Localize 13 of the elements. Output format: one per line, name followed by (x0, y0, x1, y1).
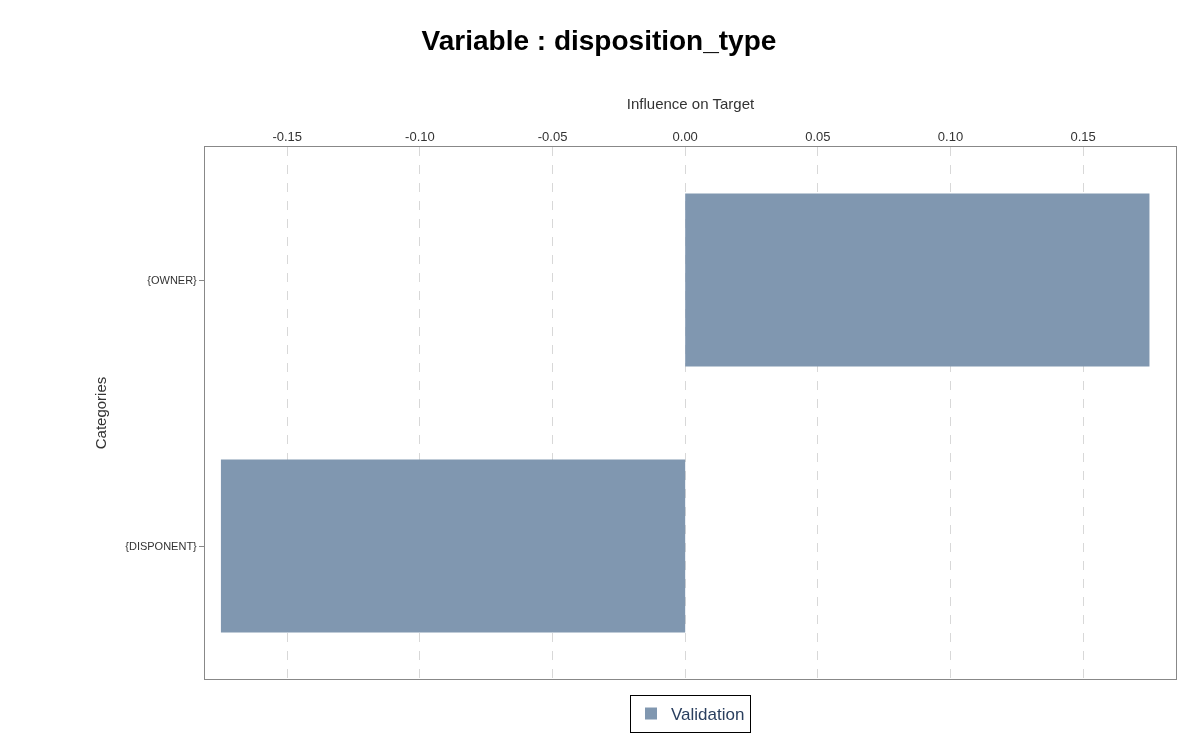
x-tick-label: 0.05 (805, 128, 831, 144)
x-tick-label: -0.10 (405, 128, 435, 144)
x-tick-label: -0.15 (272, 128, 303, 144)
x-axis-title: Influence on Target (626, 95, 755, 113)
y-tick-label: {DISPONENT} (125, 539, 198, 552)
x-tick-label: 0.10 (937, 128, 964, 144)
x-tick-label: -0.05 (537, 128, 568, 144)
chart-title: Variable : disposition_type (421, 24, 777, 56)
legend-label: Validation (671, 705, 745, 725)
y-axis-title: Categories (91, 376, 109, 450)
y-tick-label: {OWNER} (147, 273, 198, 286)
x-tick-label: 0.15 (1070, 128, 1096, 144)
x-tick-label: 0.00 (672, 128, 698, 144)
